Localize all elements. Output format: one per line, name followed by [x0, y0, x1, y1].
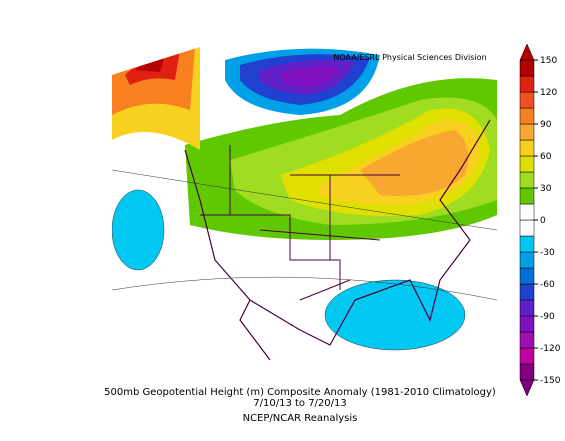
colorbar-tick-label: -120	[540, 344, 561, 354]
colorbar-band	[519, 139, 535, 157]
colorbar-band	[519, 331, 535, 349]
colorbar: 150 120 90 60 30 0 -30 -60 -90 -120 -150	[519, 43, 561, 397]
colorbar-band	[519, 283, 535, 301]
credit: NOAA/ESRL Physical Sciences Division	[333, 53, 486, 62]
colorbar-tick-label: 120	[540, 88, 557, 98]
colorbar-band	[519, 59, 535, 77]
colorbar-tick-label: -60	[540, 280, 555, 290]
caption: NCEP/NCAR Reanalysis	[243, 413, 358, 424]
colorbar-band	[519, 203, 535, 221]
colorbar-band	[519, 75, 535, 93]
colorbar-band	[519, 155, 535, 173]
colorbar-band	[519, 347, 535, 365]
colorbar-tick-label: -90	[540, 312, 555, 322]
colorbar-band	[519, 91, 535, 109]
colorbar-tick-label: 150	[540, 56, 557, 66]
colorbar-band	[519, 315, 535, 333]
colorbar-band	[519, 363, 535, 381]
colorbar-band	[519, 107, 535, 125]
colorbar-band	[519, 299, 535, 317]
colorbar-band	[519, 267, 535, 285]
caption: 7/10/13 to 7/20/13	[253, 398, 347, 409]
colorbar-band	[519, 235, 535, 253]
colorbar-tick-label: 30	[540, 184, 552, 194]
colorbar-band	[519, 123, 535, 141]
caption: 500mb Geopotential Height (m) Composite …	[104, 387, 496, 398]
colorbar-tick-label: -150	[540, 376, 561, 386]
map	[112, 47, 497, 361]
colorbar-tick-label: -30	[540, 248, 555, 258]
colorbar-tick-label: 60	[540, 152, 552, 162]
colorbar-band	[519, 171, 535, 189]
colorbar-extend-bottom	[519, 379, 535, 397]
colorbar-band	[519, 219, 535, 237]
colorbar-tick-label: 0	[540, 216, 546, 226]
colorbar-band	[519, 187, 535, 205]
colorbar-band	[519, 251, 535, 269]
colorbar-tick-label: 90	[540, 120, 552, 130]
colorbar-extend-top	[519, 43, 535, 61]
